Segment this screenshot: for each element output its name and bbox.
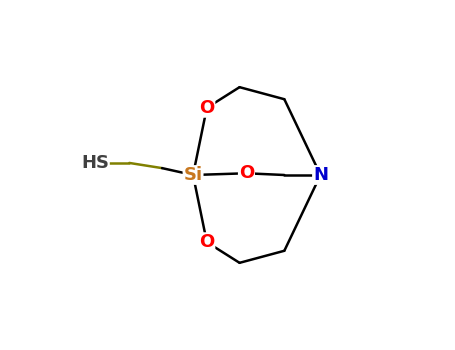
Text: N: N: [313, 166, 328, 184]
Text: O: O: [199, 99, 214, 117]
Text: O: O: [199, 233, 214, 251]
Text: O: O: [239, 164, 254, 182]
Text: HS: HS: [81, 154, 109, 172]
Text: Si: Si: [183, 166, 202, 184]
